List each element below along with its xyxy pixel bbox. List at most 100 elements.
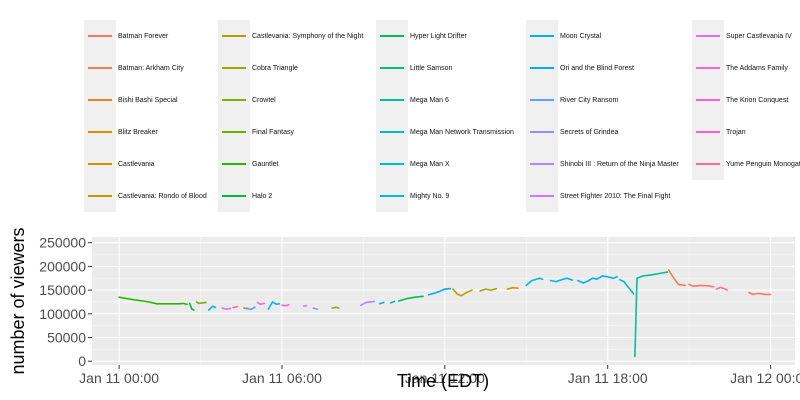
legend-item: Yume Penguin Monogatari <box>692 148 800 180</box>
legend-key <box>84 52 116 84</box>
legend-swatch <box>380 67 404 69</box>
legend-swatch <box>530 131 554 133</box>
series-line <box>267 301 281 310</box>
legend-swatch <box>530 67 554 69</box>
legend-swatch <box>222 163 246 165</box>
legend-label: Hyper Light Drifter <box>410 32 467 40</box>
legend-item: Ori and the Blind Forest <box>526 52 634 84</box>
legend-item: The Addams Family <box>692 52 788 84</box>
series-line <box>577 275 619 284</box>
legend-key <box>526 180 558 212</box>
y-axis-label: number of viewers <box>8 227 28 374</box>
series-line <box>359 300 376 307</box>
legend-item: Mega Man Network Transmission <box>376 116 514 148</box>
legend-swatch <box>380 163 404 165</box>
legend-label: Bishi Bashi Special <box>118 96 178 104</box>
legend-label: Gauntlet <box>252 160 279 168</box>
legend-key <box>376 52 408 84</box>
legend-swatch <box>696 131 720 133</box>
legend-label: Street Fighter 2010: The Final Fight <box>560 192 671 200</box>
legend-item: Final Fantasy <box>218 116 294 148</box>
series-line <box>118 296 188 306</box>
x-tick-label: Jan 12 00:00 <box>730 370 800 386</box>
legend-key <box>526 20 558 52</box>
line-chart: 0 50000 100000 150000 200000 250000 Jan 11 00… <box>8 227 800 391</box>
x-tick-label: Jan 11 18:00 <box>568 370 648 386</box>
legend-key <box>218 84 250 116</box>
legend-key <box>84 20 116 52</box>
legend-key <box>692 84 724 116</box>
legend-swatch <box>222 195 246 197</box>
legend-label: Castlevania <box>118 160 155 168</box>
y-tick-label: 0 <box>78 353 86 369</box>
legend-item: Mega Man 6 <box>376 84 449 116</box>
legend-key <box>692 116 724 148</box>
series-line <box>302 304 308 307</box>
legend-item: Little Samson <box>376 52 452 84</box>
legend-item: Hyper Light Drifter <box>376 20 467 52</box>
series-line <box>549 277 574 283</box>
series-line <box>207 305 217 311</box>
legend-key <box>526 148 558 180</box>
legend-item: The Krion Conquest <box>692 84 788 116</box>
legend-item: Shinobi III : Return of the Ninja Master <box>526 148 679 180</box>
legend-label: Trojan <box>726 128 746 136</box>
series-line <box>619 278 635 295</box>
legend-key <box>218 148 250 180</box>
series-line <box>188 302 195 311</box>
legend-item: Mega Man X <box>376 148 450 180</box>
legend-key <box>84 116 116 148</box>
legend-swatch <box>222 131 246 133</box>
series-line <box>232 305 238 309</box>
series-line <box>748 291 772 296</box>
series-line <box>312 307 319 310</box>
panel-background <box>92 237 795 365</box>
legend-swatch <box>88 131 112 133</box>
legend-label: Shinobi III : Return of the Ninja Master <box>560 160 679 168</box>
legend-item: Secrets of Grindea <box>526 116 618 148</box>
legend-label: The Addams Family <box>726 64 788 72</box>
legend-item: Castlevania: Symphony of the Night <box>218 20 363 52</box>
legend-label: Halo 2 <box>252 192 273 200</box>
legend-label: Secrets of Grindea <box>560 128 619 136</box>
legend-key <box>526 84 558 116</box>
legend-key <box>376 180 408 212</box>
x-tick-label: Jan 11 00:00 <box>79 370 159 386</box>
legend-swatch <box>380 195 404 197</box>
legend-swatch <box>530 195 554 197</box>
series-line <box>281 304 290 307</box>
series-line <box>378 301 385 305</box>
legend-item: Super Castlevania IV <box>692 20 792 52</box>
legend-label: Mega Man 6 <box>410 96 449 104</box>
series-line <box>688 283 715 288</box>
y-tick-label: 50000 <box>47 330 86 346</box>
legend-item: Halo 2 <box>218 180 272 212</box>
legend-swatch <box>530 99 554 101</box>
series-line <box>479 287 498 292</box>
series-line <box>452 288 473 297</box>
legend-swatch <box>380 35 404 37</box>
x-axis-label: Time (EDT) <box>397 371 489 391</box>
legend-label: Final Fantasy <box>252 128 295 136</box>
legend-swatch <box>530 163 554 165</box>
legend-swatch <box>222 67 246 69</box>
legend-item: Crowtel <box>218 84 276 116</box>
legend-swatch <box>88 163 112 165</box>
series-line <box>389 300 396 304</box>
legend-swatch <box>696 163 720 165</box>
legend-label: Blitz Breaker <box>118 128 158 136</box>
legend-swatch <box>380 99 404 101</box>
legend-label: Yume Penguin Monogatari <box>726 160 800 168</box>
legend-label: Crowtel <box>252 96 276 104</box>
legend-label: Batman Forever <box>118 32 169 40</box>
y-tick-label: 250000 <box>39 235 86 251</box>
legend-key <box>692 148 724 180</box>
legend-label: River City Ransom <box>560 96 619 104</box>
chart-legend: Batman Forever Batman: Arkham City Bishi B… <box>84 20 800 212</box>
legend-label: Mega Man X <box>410 160 450 168</box>
legend-swatch <box>696 99 720 101</box>
legend-key <box>84 148 116 180</box>
legend-label: Castlevania: Symphony of the Night <box>252 32 364 40</box>
legend-item: Bishi Bashi Special <box>84 84 178 116</box>
legend-item: Moon Crystal <box>526 20 601 52</box>
